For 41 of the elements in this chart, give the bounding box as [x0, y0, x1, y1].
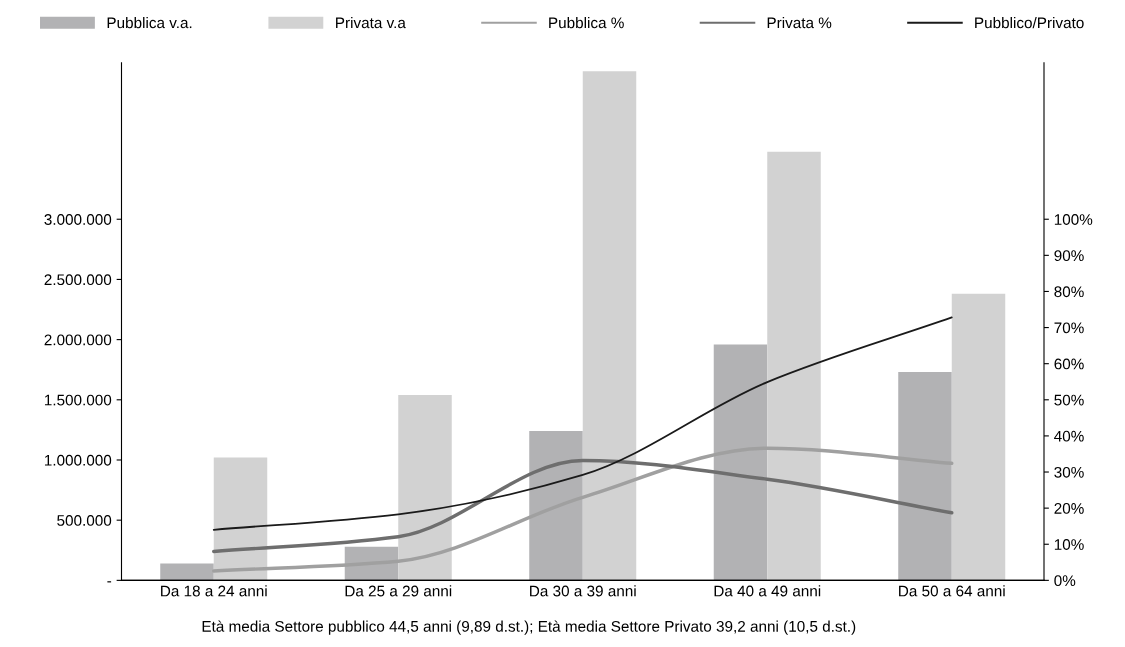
- y2-tick-label: 20%: [1054, 503, 1084, 514]
- x-tick-label: Da 40 a 49 anni: [714, 585, 821, 597]
- bar: [713, 344, 768, 581]
- y-tick-label: -: [107, 581, 112, 583]
- line-series: [212, 316, 953, 531]
- legend-label: Privata v.a: [336, 16, 406, 29]
- legend-label: Pubblica v.a.: [107, 16, 192, 29]
- line-series: [212, 458, 954, 554]
- x-tick-label: Da 30 a 39 anni: [530, 585, 636, 597]
- bar: [898, 372, 952, 581]
- y2-tick-label: 50%: [1054, 394, 1084, 406]
- bar: [529, 431, 583, 581]
- bar: [213, 457, 268, 581]
- y2-tick-label: 80%: [1054, 286, 1084, 298]
- bar: [767, 151, 821, 581]
- x-tick-label: Da 25 a 29 anni: [345, 585, 452, 597]
- y2-tick-label: 100%: [1054, 214, 1093, 225]
- bar: [160, 563, 214, 581]
- y2-tick-label: 40%: [1054, 430, 1084, 442]
- y2-tick-label: 90%: [1054, 250, 1084, 262]
- y2-tick-label: 0%: [1054, 575, 1076, 587]
- y-tick-label: 3.000.000: [44, 214, 112, 225]
- y2-tick-label: 10%: [1054, 539, 1084, 550]
- bar: [582, 71, 637, 581]
- y-tick-label: 1.000.000: [44, 454, 112, 466]
- y-tick-label: 2.000.000: [44, 334, 112, 346]
- text: Età media Settore pubblico 44,5 anni (9,89 d.st.); Età media Settore Privato 39,2 anni (10,5 d.st.): [202, 620, 856, 635]
- legend-label: Privata %: [767, 16, 832, 29]
- bar: [951, 293, 1006, 581]
- x-tick-label: Da 50 a 64 anni: [899, 585, 1005, 597]
- line-series: [212, 446, 954, 573]
- y-tick-label: 1.500.000: [44, 394, 112, 406]
- bar: [398, 394, 452, 581]
- y2-tick-label: 60%: [1054, 358, 1084, 370]
- y2-tick-label: 70%: [1054, 322, 1084, 334]
- legend-label: Pubblico/Privato: [975, 16, 1084, 29]
- y-tick-label: 500.000: [57, 515, 112, 526]
- y-tick-label: 2.500.000: [44, 274, 112, 286]
- y2-tick-label: 30%: [1054, 466, 1084, 478]
- x-tick-label: Da 18 a 24 anni: [161, 585, 267, 597]
- legend-label: Pubblica %: [549, 16, 624, 29]
